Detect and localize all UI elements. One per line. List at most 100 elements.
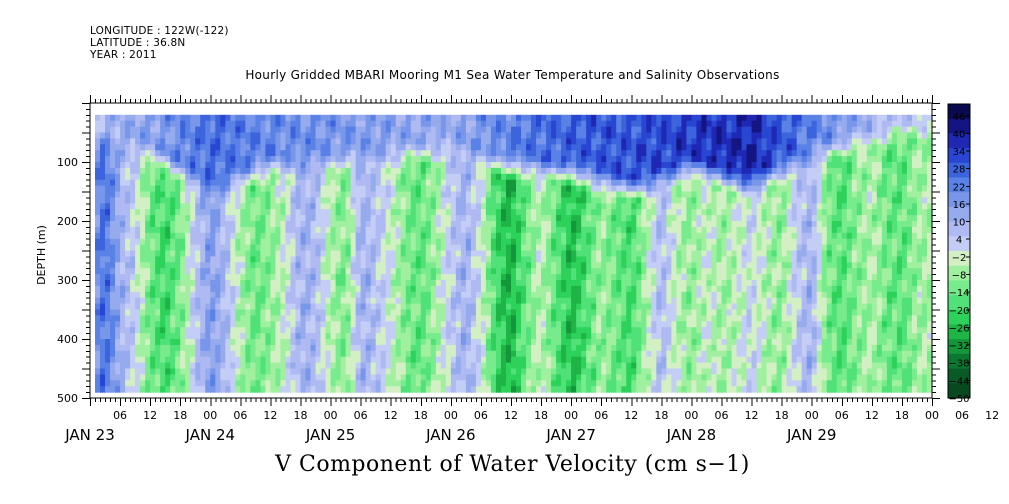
heatmap-cell — [375, 179, 382, 187]
heatmap-cell — [586, 309, 592, 316]
heatmap-cell — [110, 238, 116, 246]
heatmap-cell — [370, 321, 377, 328]
heatmap-cell — [290, 173, 297, 181]
heatmap-cell — [245, 368, 251, 375]
heatmap-cell — [566, 209, 572, 216]
heatmap-cell — [230, 321, 236, 328]
heatmap-cell — [380, 256, 387, 263]
heatmap-cell — [280, 262, 287, 269]
heatmap-cell — [415, 374, 422, 381]
heatmap-cell — [511, 374, 517, 381]
heatmap-cell — [350, 315, 357, 322]
heatmap-cell — [551, 350, 557, 358]
heatmap-cell — [410, 203, 417, 210]
heatmap-cell — [305, 226, 312, 234]
heatmap-cell — [125, 356, 131, 364]
heatmap-cell — [240, 179, 246, 187]
heatmap-cell — [255, 203, 262, 210]
heatmap-cell — [235, 150, 241, 157]
heatmap-cell — [295, 374, 302, 381]
heatmap-cell — [95, 197, 101, 204]
heatmap-cell — [490, 250, 497, 257]
heatmap-cell — [200, 156, 206, 163]
heatmap-cell — [355, 232, 362, 240]
heatmap-cell — [561, 120, 567, 128]
heatmap-cell — [140, 197, 146, 204]
heatmap-cell — [235, 315, 241, 322]
heatmap-cell — [490, 215, 497, 222]
heatmap-cell — [110, 315, 116, 322]
heatmap-cell — [546, 197, 552, 204]
heatmap-cell — [571, 303, 577, 311]
heatmap-cell — [235, 344, 241, 352]
heatmap-cell — [455, 179, 462, 187]
heatmap-cell — [601, 333, 607, 340]
heatmap-cell — [95, 238, 101, 246]
heatmap-cell — [586, 356, 592, 364]
heatmap-cell — [445, 138, 452, 145]
heatmap-cell — [435, 250, 442, 257]
heatmap-cell — [531, 315, 537, 322]
heatmap-cell — [500, 339, 507, 346]
heatmap-cell — [526, 156, 532, 163]
heatmap-cell — [235, 309, 241, 316]
heatmap-cell — [495, 132, 502, 139]
heatmap-cell — [180, 285, 186, 293]
heatmap-cell — [285, 327, 292, 334]
heatmap-cell — [450, 362, 457, 370]
heatmap-cell — [475, 232, 482, 240]
heatmap-cell — [310, 138, 317, 145]
heatmap-cell — [145, 327, 151, 334]
heatmap-cell — [275, 327, 282, 334]
heatmap-cell — [420, 179, 427, 187]
heatmap-cell — [601, 339, 607, 346]
heatmap-cell — [586, 114, 592, 122]
heatmap-cell — [516, 268, 522, 275]
heatmap-cell — [495, 167, 502, 175]
heatmap-cell — [616, 114, 622, 122]
heatmap-cell — [120, 285, 126, 293]
heatmap-cell — [290, 114, 297, 122]
heatmap-cell — [390, 256, 397, 263]
heatmap-cell — [120, 215, 126, 222]
heatmap-cell — [556, 138, 562, 145]
heatmap-cell — [275, 309, 282, 316]
heatmap-cell — [250, 368, 256, 375]
heatmap-cell — [185, 209, 191, 216]
heatmap-cell — [270, 303, 277, 311]
heatmap-cell — [370, 167, 377, 175]
heatmap-cell — [140, 221, 146, 228]
heatmap-cell — [335, 120, 342, 128]
heatmap-cell — [531, 244, 537, 252]
heatmap-cell — [175, 162, 181, 169]
heatmap-cell — [245, 327, 251, 334]
heatmap-cell — [596, 309, 602, 316]
heatmap-cell — [370, 350, 377, 358]
heatmap-cell — [596, 162, 602, 169]
heatmap-cell — [190, 156, 196, 163]
heatmap-cell — [505, 197, 512, 204]
heatmap-cell — [561, 244, 567, 252]
heatmap-cell — [205, 309, 211, 316]
heatmap-cell — [125, 374, 131, 381]
heatmap-cell — [385, 209, 392, 216]
heatmap-cell — [285, 132, 292, 139]
heatmap-cell — [420, 356, 427, 364]
heatmap-cell — [190, 185, 196, 193]
heatmap-cell — [130, 280, 136, 287]
heatmap-cell — [430, 221, 437, 228]
heatmap-cell — [430, 120, 437, 128]
heatmap-cell — [320, 374, 327, 381]
heatmap-cell — [390, 197, 397, 204]
heatmap-cell — [285, 344, 292, 352]
heatmap-cell — [516, 120, 522, 128]
heatmap-cell — [480, 215, 487, 222]
heatmap-cell — [490, 114, 497, 122]
heatmap-cell — [270, 209, 277, 216]
heatmap-cell — [460, 209, 467, 216]
heatmap-cell — [255, 238, 262, 246]
heatmap-cell — [100, 156, 106, 163]
heatmap-cell — [215, 173, 221, 181]
heatmap-cell — [576, 238, 582, 246]
heatmap-cell — [225, 144, 231, 151]
